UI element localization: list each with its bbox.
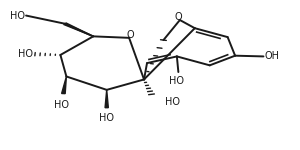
Polygon shape [61,76,66,94]
Text: O: O [127,30,134,40]
Text: OH: OH [265,51,280,61]
Polygon shape [105,90,108,108]
Text: HO: HO [99,113,114,123]
Text: HO: HO [165,97,180,106]
Polygon shape [64,23,93,36]
Text: HO: HO [18,49,33,59]
Text: HO: HO [169,76,184,87]
Text: O: O [175,12,182,22]
Text: HO: HO [54,99,69,110]
Text: HO: HO [10,11,25,21]
